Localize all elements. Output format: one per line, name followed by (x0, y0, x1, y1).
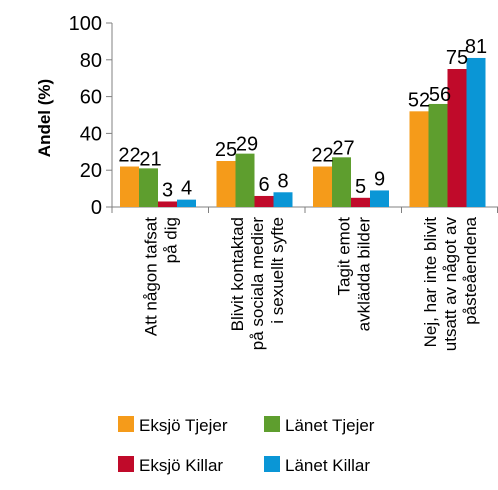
x-category-label-line: Blivit kontaktad (228, 217, 247, 331)
y-tick-label: 80 (80, 50, 102, 72)
data-label: 81 (465, 36, 487, 58)
data-label: 6 (258, 174, 269, 196)
y-axis: 0 20 40 60 80 100 (69, 13, 113, 219)
legend-swatch (264, 456, 280, 472)
data-label: 3 (162, 179, 173, 201)
x-category-label: Nej, har inte blivitutsatt av något avpå… (421, 216, 480, 351)
bar (177, 199, 196, 207)
data-label: 25 (215, 139, 237, 161)
bar (370, 190, 389, 207)
legend-item: Länet Killar (264, 456, 370, 475)
data-label: 27 (332, 137, 354, 159)
data-label: 21 (139, 148, 161, 170)
y-tick-label: 60 (80, 87, 102, 109)
y-axis-title: Andel (%) (35, 79, 54, 157)
bar (120, 166, 139, 207)
legend-item: Eksjö Killar (118, 456, 223, 475)
legend-item: Eksjö Tjejer (118, 416, 228, 435)
x-axis (111, 206, 498, 213)
category-labels: Att någon tafsatpå dig Blivit kontaktadpå… (141, 216, 480, 351)
legend-swatch (118, 416, 134, 432)
legend-label: Eksjö Tjejer (139, 416, 228, 435)
x-category-label-line: Tagit emot (334, 217, 353, 296)
x-category-label-line: på sociala medier (248, 217, 267, 351)
bar (313, 166, 332, 207)
data-label: 29 (236, 134, 258, 156)
x-category-label-line: i sexuellt syfte (268, 217, 287, 324)
data-label: 22 (118, 145, 140, 167)
legend: Eksjö Tjejer Länet Tjejer Eksjö Killar Läne… (118, 416, 375, 475)
y-tick-label: 0 (91, 197, 102, 219)
bar (139, 168, 158, 207)
x-category-label-line: på dig (161, 217, 180, 263)
bar (409, 111, 429, 207)
bar (216, 161, 236, 207)
x-category-label: Tagit emotavklädda bilder (334, 217, 373, 332)
x-category-label-line: Nej, har inte blivit (421, 217, 440, 348)
legend-swatch (118, 456, 134, 472)
x-category-label: Blivit kontaktadpå sociala medieri sexue… (228, 217, 287, 351)
bar (158, 201, 177, 207)
data-label: 22 (311, 145, 333, 167)
x-category-label-line: Att någon tafsat (141, 217, 160, 336)
legend-swatch (264, 416, 280, 432)
y-tick-label: 100 (69, 13, 102, 35)
bar (466, 57, 486, 208)
bar (235, 153, 255, 207)
x-category-label-line: utsatt av något av (441, 217, 460, 352)
bar (447, 69, 467, 207)
data-label: 75 (446, 47, 468, 69)
bar (428, 103, 448, 207)
data-label: 52 (408, 89, 430, 111)
y-tick-label: 40 (80, 123, 102, 145)
x-category-label: Att någon tafsatpå dig (141, 217, 180, 336)
bars (120, 57, 486, 208)
bar (254, 195, 274, 207)
legend-item: Länet Tjejer (264, 416, 375, 435)
bar (351, 197, 370, 207)
data-label: 9 (374, 168, 385, 190)
bar (332, 157, 351, 207)
legend-label: Länet Killar (285, 456, 370, 475)
data-label: 4 (181, 178, 192, 200)
y-tick-label: 20 (80, 160, 102, 182)
data-label: 56 (429, 84, 451, 106)
data-label: 8 (277, 170, 288, 192)
x-category-label-line: påsteåendena (461, 216, 480, 324)
x-category-label-line: avklädda bilder (354, 217, 373, 332)
data-label: 5 (355, 176, 366, 198)
legend-label: Länet Tjejer (285, 416, 375, 435)
bar (273, 192, 293, 207)
legend-label: Eksjö Killar (139, 456, 223, 475)
